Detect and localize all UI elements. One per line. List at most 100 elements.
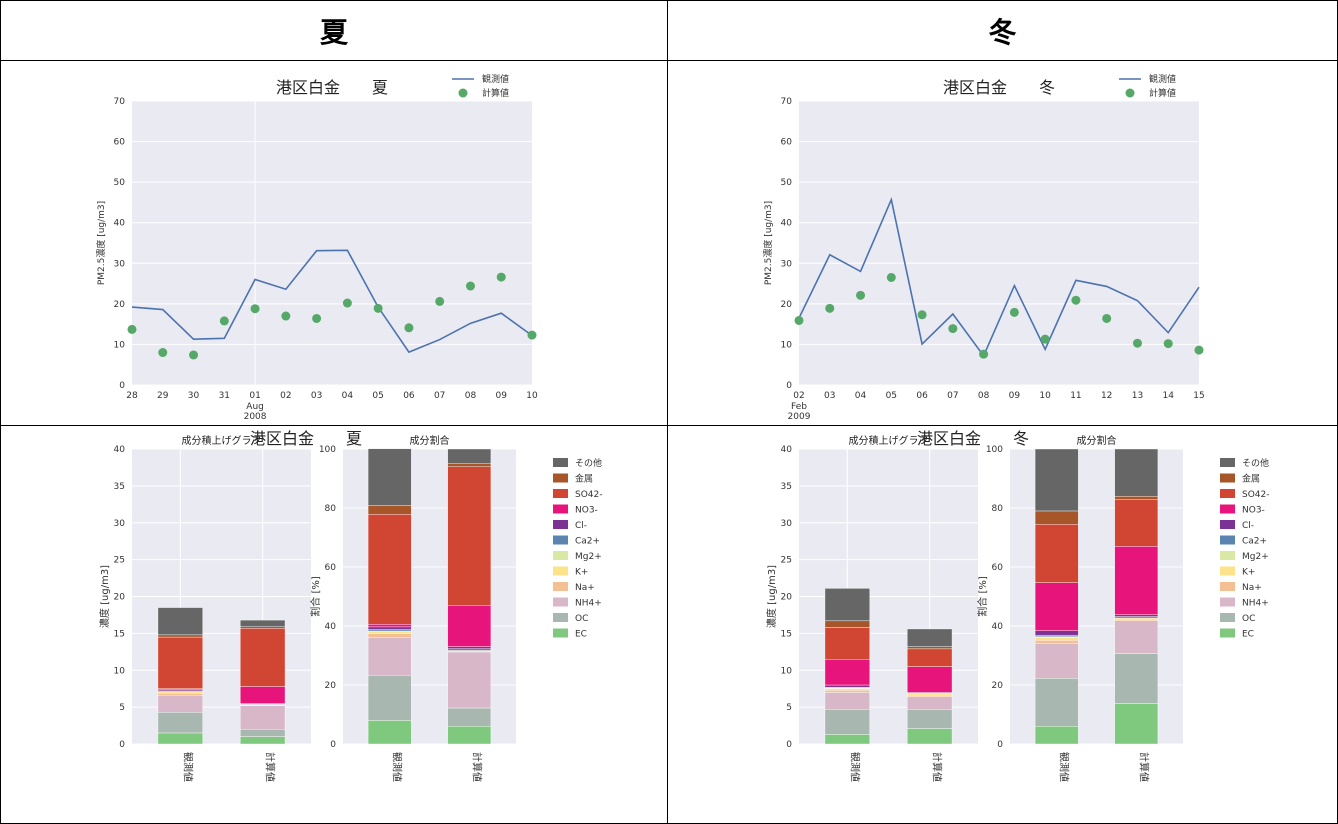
- y-tick-label: 10: [781, 666, 793, 676]
- winter-timeseries-chart: 0 10 20 30 40 50 60 70 02 03 04 05 06 07 08 09 10 11 12 13 1…: [762, 73, 1205, 422]
- legend-swatch: [1220, 458, 1235, 467]
- calculated-point: [856, 290, 866, 300]
- legend-label: 計算値: [1149, 87, 1176, 99]
- x-tick-sublabel: 2008: [244, 412, 267, 422]
- legend-label: NO3-: [575, 506, 598, 516]
- x-tick-label: 計算値: [264, 752, 277, 782]
- y-tick-label: 80: [992, 504, 1004, 514]
- summer-header: 夏: [1, 1, 668, 61]
- calculated-point: [1071, 295, 1081, 305]
- stacked-bar-segment: [1034, 643, 1079, 679]
- plot-area: [799, 101, 1199, 385]
- y-tick-label: 0: [119, 740, 125, 750]
- x-tick-label: 06: [403, 391, 415, 401]
- y-tick-label: 20: [781, 593, 793, 603]
- chart-title: 港区白金 夏: [250, 429, 362, 448]
- stacked-bar-segment: [367, 626, 412, 630]
- y-tick-label: 10: [114, 340, 126, 350]
- stacked-bar-segment: [240, 736, 286, 745]
- legend-swatch: [553, 597, 568, 607]
- y-axis-label: 濃度 [ug/m3]: [765, 565, 778, 628]
- x-tick-label: 15: [1193, 391, 1204, 401]
- x-tick-label: 11: [1070, 391, 1081, 401]
- winter-timeseries-cell: 0 10 20 30 40 50 60 70 02 03 04 05 06 07 08 09 10 11 12 13 1…: [668, 61, 1337, 426]
- x-tick-label: 10: [526, 391, 538, 401]
- legend-swatch: [553, 489, 568, 498]
- legend-swatch: [553, 473, 568, 483]
- legend-label: Ca2+: [575, 537, 600, 547]
- x-tick-label: 31: [219, 391, 230, 401]
- calculated-point: [527, 330, 537, 340]
- summer-timeseries-chart: 0 10 20 30 40 50 60 70 28 29 30 31 01 02 03 04 05 06 07 08 0…: [95, 73, 538, 422]
- stacked-bar-segment: [240, 628, 286, 687]
- x-tick-label: 05: [372, 391, 383, 401]
- y-tick-label: 15: [781, 629, 792, 639]
- stacked-bar-segment: [367, 624, 412, 628]
- stacked-bar-segment: [157, 636, 203, 689]
- y-tick-label: 10: [781, 340, 793, 350]
- stacked-bar-segment: [824, 692, 870, 710]
- x-tick-label: 12: [1101, 391, 1112, 401]
- plot-area: [132, 101, 532, 385]
- chart-title: 港区白金 冬: [917, 429, 1029, 448]
- stacked-bar-segment: [240, 686, 286, 704]
- stacked-bar-segment: [1034, 639, 1079, 644]
- x-tick-label: 計算値: [1137, 752, 1150, 782]
- y-tick-label: 25: [781, 556, 792, 566]
- x-tick-sublabel: Feb: [791, 402, 807, 412]
- x-tick-label: 08: [978, 391, 990, 401]
- stacked-bar-segment: [824, 684, 870, 688]
- legend-dot-marker: [1125, 88, 1135, 98]
- stacked-bar-segment: [447, 650, 492, 653]
- calculated-point: [189, 350, 199, 360]
- y-tick-label: 20: [114, 593, 126, 603]
- stacked-bar-segment: [157, 689, 203, 692]
- legend-label: 金属: [1242, 473, 1260, 485]
- calculated-point: [158, 348, 168, 358]
- y-tick-label: 0: [330, 740, 336, 750]
- y-tick-label: 20: [992, 681, 1004, 691]
- y-tick-label: 0: [786, 740, 792, 750]
- legend-swatch: [553, 582, 568, 591]
- stacked-bar-segment: [1114, 616, 1159, 619]
- legend-label: SO42-: [575, 490, 603, 500]
- legend-label: OC: [1242, 614, 1255, 624]
- stacked-bar-segment: [240, 729, 286, 737]
- stacked-bar-segment: [157, 695, 203, 713]
- y-tick-label: 0: [119, 381, 125, 391]
- legend-label: SO42-: [1242, 490, 1270, 500]
- stacked-bar-segment: [907, 648, 953, 667]
- x-tick-label: 05: [886, 391, 897, 401]
- calculated-point: [948, 324, 958, 334]
- stacked-bar-segment: [907, 693, 953, 696]
- calculated-point: [250, 304, 260, 314]
- legend-label: 金属: [575, 473, 593, 485]
- chart-title: 港区白金 冬: [943, 78, 1055, 97]
- y-tick-label: 50: [114, 178, 126, 188]
- legend-label: その他: [575, 457, 602, 469]
- x-tick-label: 観測値: [848, 752, 861, 782]
- legend-swatch: [553, 458, 568, 467]
- stacked-bar-segment: [157, 607, 203, 636]
- legend-label: Mg2+: [575, 552, 602, 562]
- x-tick-label: 03: [311, 391, 322, 401]
- stacked-bar-segment: [447, 651, 492, 709]
- y-axis-label: 割合 [%]: [976, 576, 989, 617]
- chart-title: 港区白金 夏: [276, 78, 388, 97]
- stacked-bar-segment: [1114, 620, 1159, 654]
- calculated-point: [1194, 345, 1204, 355]
- y-tick-label: 35: [114, 482, 125, 492]
- stacked-bar-segment: [1034, 726, 1079, 745]
- stacked-bar-segment: [907, 709, 953, 729]
- y-tick-label: 50: [781, 178, 793, 188]
- legend-label: EC: [1242, 630, 1254, 640]
- legend-dot-marker: [458, 88, 468, 98]
- stacked-bar-segment: [1114, 614, 1159, 617]
- legend-swatch: [553, 504, 568, 514]
- y-tick-label: 30: [781, 259, 793, 269]
- calculated-point: [1102, 313, 1112, 323]
- stacked-bar-segment: [1114, 703, 1159, 745]
